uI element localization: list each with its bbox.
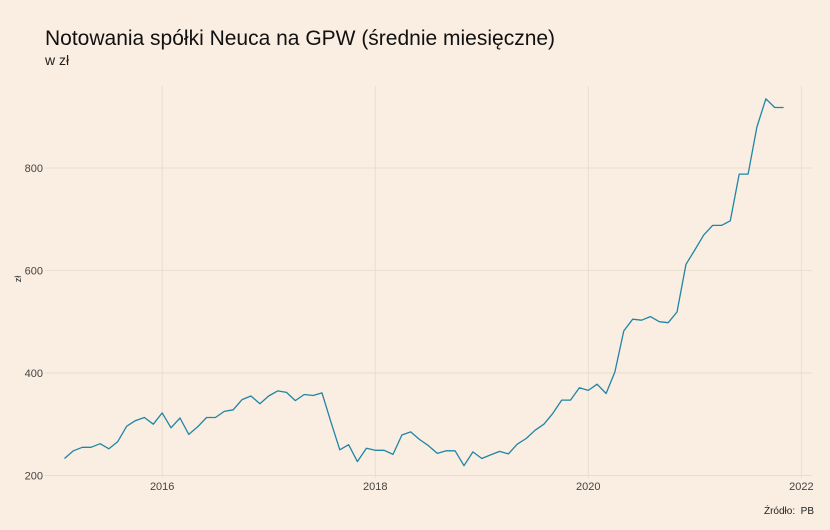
y-axis-label: zł xyxy=(13,276,23,283)
y-tick-label: 600 xyxy=(25,265,43,277)
chart-title: Notowania spółki Neuca na GPW (średnie m… xyxy=(45,27,556,50)
y-tick-label: 800 xyxy=(25,163,43,175)
y-tick-label: 400 xyxy=(25,368,43,380)
x-tick-labels: 2016 2018 2020 2022 xyxy=(150,481,814,493)
x-tick-label: 2018 xyxy=(363,481,387,493)
y-tick-labels: 200 400 600 800 xyxy=(25,163,43,482)
x-gridlines xyxy=(161,86,802,478)
x-tick-label: 2022 xyxy=(789,481,813,493)
source-caption: Źródło: PB xyxy=(763,506,814,517)
x-tick-label: 2016 xyxy=(150,481,174,493)
series-line xyxy=(64,98,784,467)
x-tick-label: 2020 xyxy=(576,481,600,493)
y-gridlines xyxy=(45,167,812,476)
y-tick-label: 200 xyxy=(25,470,43,482)
chart-subtitle: w zł xyxy=(45,52,70,68)
series-layer xyxy=(64,98,784,467)
